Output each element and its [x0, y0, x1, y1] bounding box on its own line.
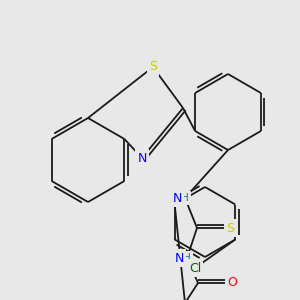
- Text: S: S: [149, 61, 157, 74]
- Text: H: H: [183, 253, 191, 263]
- Text: S: S: [226, 221, 234, 235]
- Text: O: O: [227, 277, 237, 290]
- Text: Cl: Cl: [189, 262, 201, 275]
- Text: N: N: [174, 251, 184, 265]
- Text: N: N: [137, 152, 147, 164]
- Text: N: N: [172, 191, 182, 205]
- Text: H: H: [181, 193, 189, 203]
